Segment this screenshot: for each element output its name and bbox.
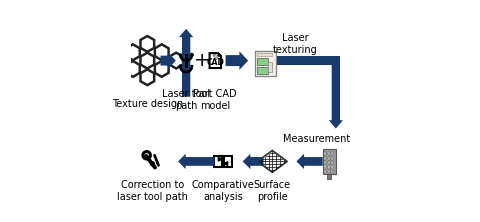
FancyBboxPatch shape bbox=[256, 58, 267, 65]
FancyBboxPatch shape bbox=[256, 67, 267, 74]
Text: ✎: ✎ bbox=[211, 52, 219, 62]
FancyBboxPatch shape bbox=[330, 170, 333, 173]
FancyBboxPatch shape bbox=[327, 161, 329, 164]
FancyBboxPatch shape bbox=[256, 53, 272, 56]
FancyBboxPatch shape bbox=[324, 157, 326, 160]
Text: Comparative
analysis: Comparative analysis bbox=[191, 180, 254, 202]
Polygon shape bbox=[209, 53, 220, 68]
FancyBboxPatch shape bbox=[255, 51, 276, 76]
FancyBboxPatch shape bbox=[324, 165, 326, 168]
FancyBboxPatch shape bbox=[268, 62, 272, 72]
Polygon shape bbox=[179, 29, 193, 97]
FancyBboxPatch shape bbox=[327, 152, 329, 155]
Polygon shape bbox=[257, 151, 287, 172]
FancyBboxPatch shape bbox=[327, 157, 329, 160]
Text: Laser tool
path: Laser tool path bbox=[162, 89, 210, 111]
Polygon shape bbox=[178, 154, 214, 169]
Polygon shape bbox=[160, 52, 176, 69]
Text: Surface
profile: Surface profile bbox=[253, 180, 290, 202]
Text: CAD: CAD bbox=[206, 58, 224, 67]
Text: Measurement: Measurement bbox=[282, 134, 349, 144]
Text: +: + bbox=[193, 51, 210, 70]
FancyBboxPatch shape bbox=[330, 157, 333, 160]
Polygon shape bbox=[296, 154, 322, 169]
FancyBboxPatch shape bbox=[324, 161, 326, 164]
Polygon shape bbox=[328, 61, 342, 129]
Text: Part CAD
model: Part CAD model bbox=[193, 89, 237, 111]
FancyBboxPatch shape bbox=[326, 174, 331, 179]
FancyBboxPatch shape bbox=[324, 170, 326, 173]
FancyBboxPatch shape bbox=[330, 161, 333, 164]
FancyBboxPatch shape bbox=[327, 165, 329, 168]
Polygon shape bbox=[225, 51, 248, 70]
Polygon shape bbox=[242, 154, 263, 169]
Circle shape bbox=[190, 54, 193, 56]
FancyBboxPatch shape bbox=[214, 156, 222, 167]
Polygon shape bbox=[276, 56, 339, 65]
FancyBboxPatch shape bbox=[324, 152, 326, 155]
Polygon shape bbox=[218, 53, 220, 56]
Text: Laser
texturing: Laser texturing bbox=[272, 33, 317, 55]
FancyBboxPatch shape bbox=[330, 165, 333, 168]
FancyBboxPatch shape bbox=[330, 152, 333, 155]
FancyBboxPatch shape bbox=[327, 170, 329, 173]
Text: Correction to
laser tool path: Correction to laser tool path bbox=[117, 180, 187, 202]
Text: Texture design: Texture design bbox=[111, 99, 182, 109]
FancyBboxPatch shape bbox=[223, 156, 231, 167]
Circle shape bbox=[179, 65, 181, 67]
FancyBboxPatch shape bbox=[322, 149, 335, 174]
